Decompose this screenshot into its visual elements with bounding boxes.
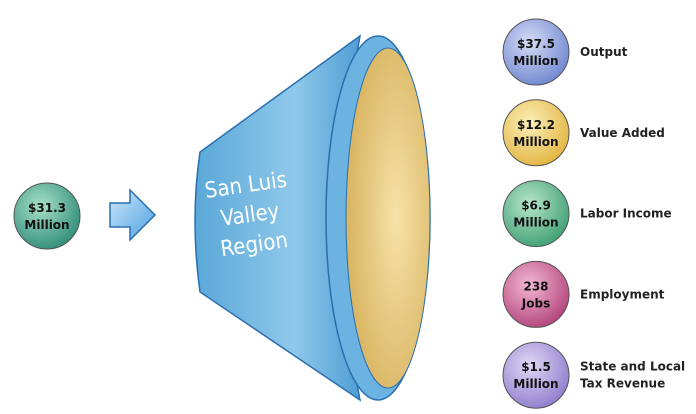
- bubble: [502, 18, 570, 86]
- bubble-amount: $31.3: [28, 201, 66, 215]
- bubble-unit: Million: [513, 54, 558, 68]
- output-label: Tax Revenue: [580, 377, 665, 391]
- bubble-unit: Million: [513, 377, 558, 391]
- bubble: [502, 180, 570, 248]
- output-label: Output: [580, 45, 628, 59]
- output-item: $37.5 Million Output: [502, 18, 628, 86]
- bubble-unit: Million: [513, 135, 558, 149]
- output-label: State and Local: [580, 360, 685, 374]
- output-item: 238 Jobs Employment: [502, 260, 665, 328]
- bubble: [502, 99, 570, 167]
- bubble-unit: Million: [24, 218, 69, 232]
- bubble-amount: $6.9: [521, 199, 551, 213]
- output-label: Employment: [580, 287, 665, 301]
- bubble-amount: $37.5: [517, 37, 555, 51]
- output-item: $6.9 Million Labor Income: [502, 180, 672, 248]
- input-bubble: $31.3 Million: [13, 182, 81, 250]
- bubble: [502, 260, 570, 328]
- bubble: [502, 341, 570, 409]
- bubble-amount: $1.5: [521, 360, 551, 374]
- cone-opening: [345, 47, 431, 389]
- arrow: [109, 188, 157, 242]
- bubble-amount: $12.2: [517, 118, 555, 132]
- bubble-amount: 238: [523, 279, 548, 293]
- output-label: Value Added: [580, 126, 665, 140]
- output-item: $1.5 Million State and Local Tax Revenue: [502, 341, 685, 409]
- output-label: Labor Income: [580, 207, 672, 221]
- bubble: [13, 182, 81, 250]
- bubble-unit: Million: [513, 216, 558, 230]
- output-item: $12.2 Million Value Added: [502, 99, 665, 167]
- bubble-unit: Jobs: [521, 296, 550, 310]
